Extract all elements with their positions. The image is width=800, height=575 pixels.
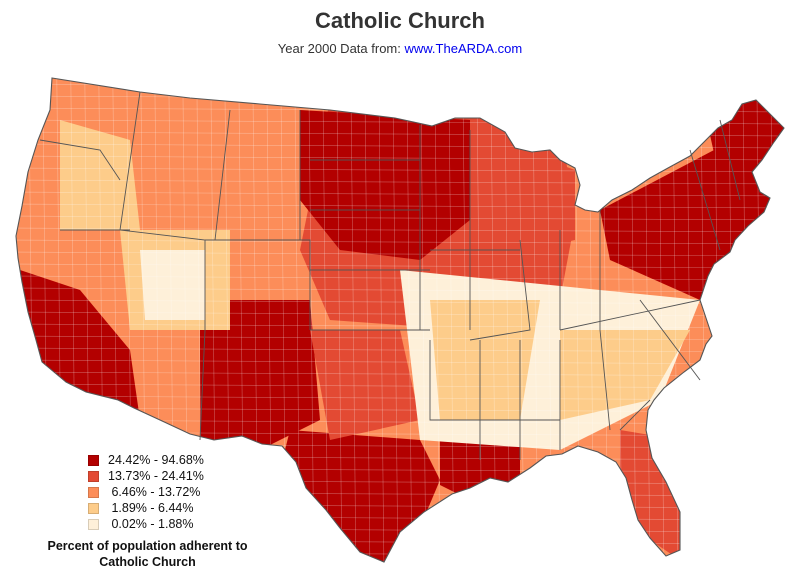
legend-title-line2: Catholic Church <box>99 555 196 569</box>
county-line <box>783 78 784 562</box>
legend-label: 0.02% - 1.88% <box>108 517 194 531</box>
shaded-region <box>300 110 470 260</box>
legend-swatch <box>88 486 99 498</box>
county-line <box>16 191 784 197</box>
county-line <box>0 48 800 52</box>
county-line <box>741 78 749 562</box>
state-border <box>199 329 206 441</box>
county-line <box>16 179 784 185</box>
county-line <box>16 263 784 269</box>
county-line <box>16 323 784 329</box>
county-line <box>713 78 721 562</box>
legend-item: 6.46% - 13.72% <box>88 484 204 500</box>
county-line <box>16 347 784 353</box>
legend-swatch <box>88 518 99 530</box>
legend-item: 1.89% - 6.44% <box>88 500 204 516</box>
county-line <box>16 167 784 173</box>
county-line <box>0 0 6 575</box>
county-line <box>0 60 800 64</box>
county-line <box>16 215 784 221</box>
county-line <box>727 78 735 562</box>
state-border <box>39 139 121 181</box>
legend-item: 24.42% - 94.68% <box>88 452 204 468</box>
legend-item: 0.02% - 1.88% <box>88 516 204 532</box>
state-border <box>719 119 741 201</box>
state-borders <box>39 91 741 460</box>
map-subtitle: Year 2000 Data from: www.TheARDA.com <box>0 41 800 56</box>
county-line <box>16 371 784 377</box>
county-line <box>0 36 800 40</box>
shaded-region <box>200 130 300 220</box>
state-border <box>619 399 651 431</box>
state-border <box>559 299 701 331</box>
county-line <box>16 311 784 317</box>
state-border <box>639 299 701 381</box>
legend-label: 1.89% - 6.44% <box>108 501 194 515</box>
county-line <box>755 78 763 562</box>
county-line <box>16 83 784 89</box>
shaded-region <box>130 330 200 400</box>
county-line <box>16 275 784 281</box>
legend-swatch <box>88 502 99 514</box>
county-line <box>0 24 800 28</box>
state-border <box>214 109 231 241</box>
shaded-region <box>310 330 420 440</box>
county-line <box>769 78 777 562</box>
county-line <box>16 359 784 365</box>
shaded-region <box>60 120 140 230</box>
state-border <box>599 329 611 431</box>
legend-title: Percent of population adherent to Cathol… <box>20 538 275 570</box>
shaded-region <box>560 330 690 420</box>
county-line <box>0 0 800 4</box>
state-border <box>689 149 721 251</box>
county-line <box>0 12 800 16</box>
state-border <box>205 239 311 330</box>
county-line <box>16 251 784 257</box>
legend-swatch <box>88 454 99 466</box>
legend-title-line1: Percent of population adherent to <box>47 539 248 553</box>
county-line <box>16 299 784 305</box>
state-border <box>429 340 560 421</box>
state-border <box>469 239 531 341</box>
shaded-region <box>520 150 575 250</box>
county-line <box>16 239 784 245</box>
source-link[interactable]: www.TheARDA.com <box>404 41 523 56</box>
county-line <box>16 227 784 233</box>
shaded-region <box>140 250 205 320</box>
legend-label: 6.46% - 13.72% <box>108 485 201 499</box>
shaded-region <box>280 430 440 562</box>
legend-swatch <box>88 470 99 482</box>
county-line <box>0 72 800 76</box>
shaded-region <box>430 300 540 420</box>
legend-item: 13.73% - 24.41% <box>88 468 204 484</box>
county-line <box>16 203 784 209</box>
county-line <box>16 287 784 293</box>
legend-label: 24.42% - 94.68% <box>108 453 204 467</box>
map-title: Catholic Church <box>315 8 485 33</box>
county-line <box>16 335 784 341</box>
subtitle-prefix: Year 2000 Data from: <box>277 41 405 56</box>
legend: 24.42% - 94.68% 13.73% - 24.41% 6.46% - 1… <box>88 452 204 532</box>
shaded-region <box>200 300 320 450</box>
county-line <box>16 78 21 562</box>
state-border <box>119 91 206 330</box>
legend-label: 13.73% - 24.41% <box>108 469 204 483</box>
